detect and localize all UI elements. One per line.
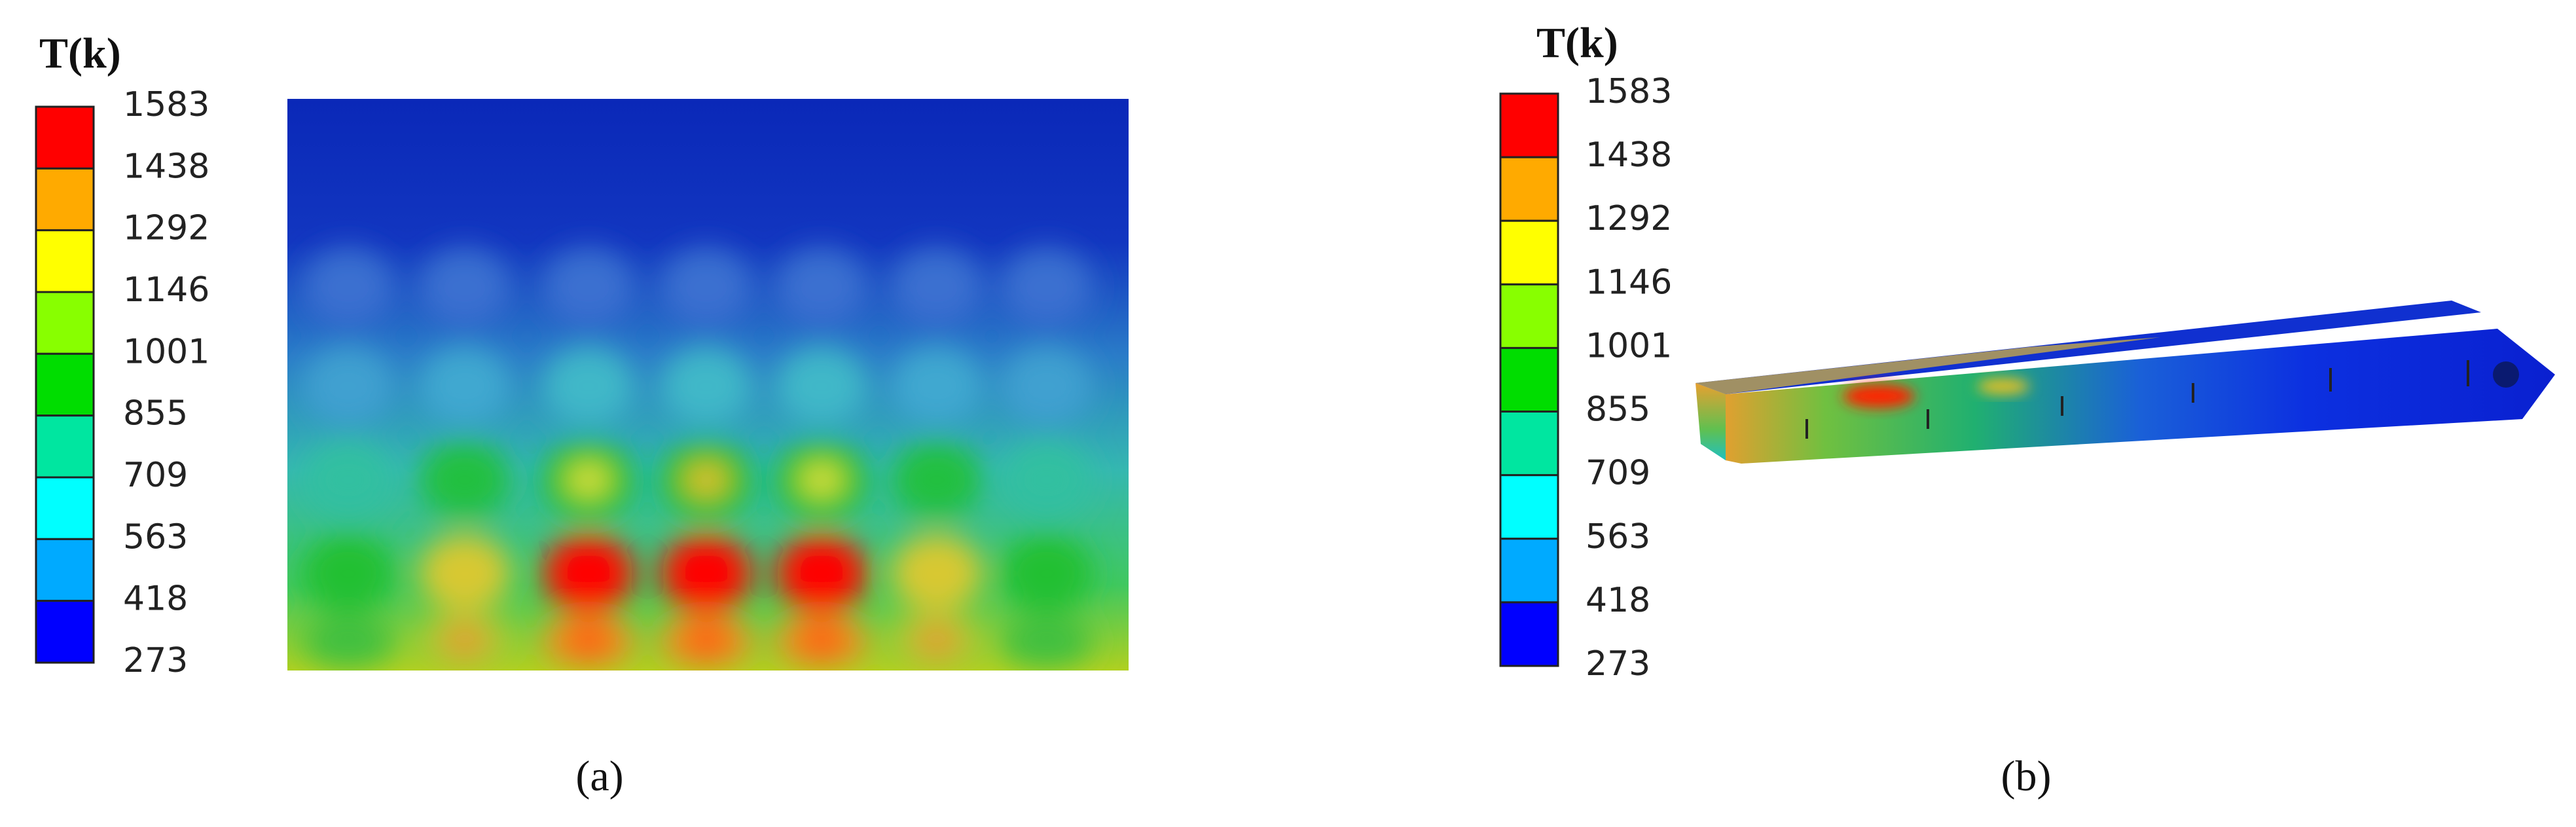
colorbar-segment xyxy=(1499,346,1559,413)
hot-spot xyxy=(302,615,394,667)
hot-spot xyxy=(302,534,394,613)
hot-core xyxy=(566,555,611,592)
hot-spot xyxy=(776,347,867,426)
colorbar-tick-label: 418 xyxy=(1586,581,1650,620)
hot-spot xyxy=(419,248,511,327)
hot-core xyxy=(799,623,844,659)
hot-core xyxy=(566,462,611,498)
model-3d xyxy=(1696,301,2555,464)
hot-spot xyxy=(1001,347,1093,426)
colorbar-tick-label: 1146 xyxy=(1586,263,1672,302)
colorbar-tick-label: 855 xyxy=(123,394,188,433)
colorbar-tick-label: 273 xyxy=(1586,644,1650,684)
colorbar-segment xyxy=(1499,92,1559,158)
legend-title: T(k) xyxy=(1536,19,1618,67)
colorbar-tick-label: 1001 xyxy=(1586,326,1672,365)
hot-core xyxy=(683,555,729,592)
colorbar-tick-label: 1583 xyxy=(1586,72,1672,111)
hot-spots xyxy=(302,248,1093,667)
hot-spot xyxy=(302,248,394,327)
hot-spot xyxy=(1001,534,1093,613)
colorbar-tick-label: 1438 xyxy=(123,147,209,186)
hot-spot xyxy=(891,248,983,327)
colorbar-segment xyxy=(35,229,95,293)
colorbar-tick-label: 1146 xyxy=(123,270,209,310)
colorbar-segment xyxy=(35,291,95,355)
warm-spot xyxy=(1977,378,2029,394)
hot-spot xyxy=(891,441,983,519)
hot-spot xyxy=(1001,615,1093,667)
panel-caption: (b) xyxy=(2001,752,2052,800)
colorbar-segment xyxy=(35,352,95,417)
legend-title: T(k) xyxy=(39,29,121,77)
hot-core xyxy=(799,462,844,498)
top-hot-face xyxy=(1696,337,2160,394)
hot-spot xyxy=(1001,248,1093,327)
hot-core xyxy=(442,623,488,659)
hot-core xyxy=(683,623,729,659)
hot-core xyxy=(566,623,611,659)
hot-spot xyxy=(661,347,752,426)
side-face xyxy=(1726,329,2555,464)
colorbar-segment xyxy=(35,476,95,540)
hot-spot xyxy=(419,347,511,426)
hot-core xyxy=(914,623,960,659)
colorbar-segment xyxy=(1499,219,1559,285)
panel-caption: (a) xyxy=(575,752,623,800)
hot-spot xyxy=(302,347,394,426)
hot-spot xyxy=(1843,384,1915,408)
colorbar-segment xyxy=(35,105,95,170)
colorbar-tick-label: 709 xyxy=(1586,454,1650,493)
colorbar-tick-label: 709 xyxy=(123,456,188,495)
hot-spot xyxy=(419,534,511,613)
hot-spot xyxy=(661,248,752,327)
hot-spot xyxy=(543,347,634,426)
colorbar-tick-label: 1292 xyxy=(123,209,209,248)
colorbar-segment xyxy=(1499,156,1559,222)
hot-spot xyxy=(543,248,634,327)
colorbar-tick-label: 563 xyxy=(123,517,188,557)
colorbar-tick-label: 273 xyxy=(123,641,188,680)
colorbar-segment xyxy=(35,600,95,664)
colorbar-segment xyxy=(35,167,95,232)
colorbar-tick-label: 563 xyxy=(1586,517,1650,557)
colorbar-segment xyxy=(1499,474,1559,540)
hot-spot xyxy=(776,248,867,327)
hot-spot xyxy=(891,347,983,426)
colorbar-segment xyxy=(1499,411,1559,477)
colorbar-segment xyxy=(35,538,95,602)
colorbar-tick-label: 855 xyxy=(1586,390,1650,430)
colorbar-tick-label: 1438 xyxy=(1586,136,1672,175)
colorbar-tick-label: 1001 xyxy=(123,332,209,371)
temperature-field xyxy=(287,99,1129,671)
hole xyxy=(2493,361,2519,388)
colorbar-tick-label: 1583 xyxy=(123,85,209,124)
hot-spot xyxy=(419,441,511,519)
colorbar-segment xyxy=(1499,601,1559,667)
end-face xyxy=(1696,383,1726,460)
ribs xyxy=(1805,360,2469,439)
colorbar-segment xyxy=(1499,283,1559,349)
colorbar-segment xyxy=(35,414,95,479)
colorbar-tick-label: 1292 xyxy=(1586,199,1672,238)
hot-spot xyxy=(1001,441,1093,519)
colorbar-tick-label: 418 xyxy=(123,579,188,619)
hot-core xyxy=(683,462,729,498)
colorbar-segment xyxy=(1499,538,1559,604)
hot-spot xyxy=(302,441,394,519)
hot-spot xyxy=(891,534,983,613)
hot-core xyxy=(799,555,844,592)
